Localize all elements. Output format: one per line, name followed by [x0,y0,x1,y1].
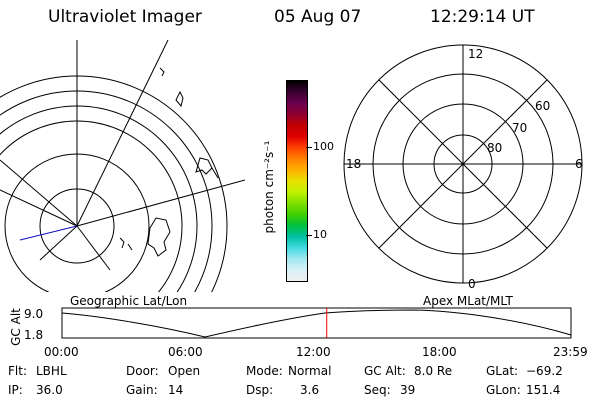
ip-label: IP: [8,383,23,397]
mlat-label-70: 70 [512,121,527,135]
mlat-label-80: 80 [487,141,502,155]
glon-label: GLon: [486,383,521,397]
timeline-y-tick-bottom: 1.8 [24,328,44,342]
door-label: Door: [126,364,159,378]
time-label: 12:29:14 UT [430,7,535,27]
date-label: 05 Aug 07 [274,7,362,27]
seq-value: 39 [400,383,416,397]
polar-mlt-plot: 12 18 6 0 60 70 80 [343,44,583,291]
gcalt-value: 8.0 Re [414,364,453,378]
colorbar-tick-10 [306,235,312,236]
geographic-map-label: Geographic Lat/Lon [70,294,188,308]
glat-label: GLat: [486,364,519,378]
timeline-x-tick-2: 12:00 [296,345,331,359]
colorbar [286,80,308,282]
seq-label: Seq: [364,383,391,397]
geographic-map [0,40,245,292]
mlat-label-60: 60 [535,99,550,113]
mode-value: Normal [288,364,332,378]
gain-value: 14 [168,383,184,397]
timeline-y-label: GC Alt [9,308,23,346]
colorbar-gradient [287,81,307,281]
ip-value: 36.0 [36,383,63,397]
glon-value: 151.4 [526,383,561,397]
timeline-x-tick-0: 00:00 [44,345,79,359]
colorbar-tick-100 [306,147,312,148]
dsp-value: 3.6 [300,383,320,397]
timeline-x-tick-1: 06:00 [168,345,203,359]
flt-value: LBHL [36,364,67,378]
mlt-label-0: 0 [468,277,476,291]
dsp-label: Dsp: [246,383,274,397]
mlt-label-12: 12 [468,47,483,61]
altitude-timeline [61,307,572,339]
gain-label: Gain: [126,383,158,397]
glat-value: −69.2 [526,364,563,378]
apex-map-label: Apex MLat/MLT [423,294,513,308]
colorbar-label-10: 10 [313,228,327,241]
timeline-y-tick-top: 9.0 [24,307,44,321]
colorbar-unit-label: photon cm⁻²s⁻¹ [262,140,276,234]
timeline-x-tick-4: 23:59 [553,345,588,359]
timeline-x-tick-3: 18:00 [422,345,457,359]
instrument-title: Ultraviolet Imager [48,7,202,27]
mlt-label-6: 6 [575,157,583,171]
mlt-label-18: 18 [346,157,361,171]
colorbar-label-100: 100 [313,140,334,153]
mode-label: Mode: [246,364,283,378]
gcalt-label: GC Alt: [364,364,406,378]
flt-label: Flt: [8,364,27,378]
door-value: Open [168,364,201,378]
